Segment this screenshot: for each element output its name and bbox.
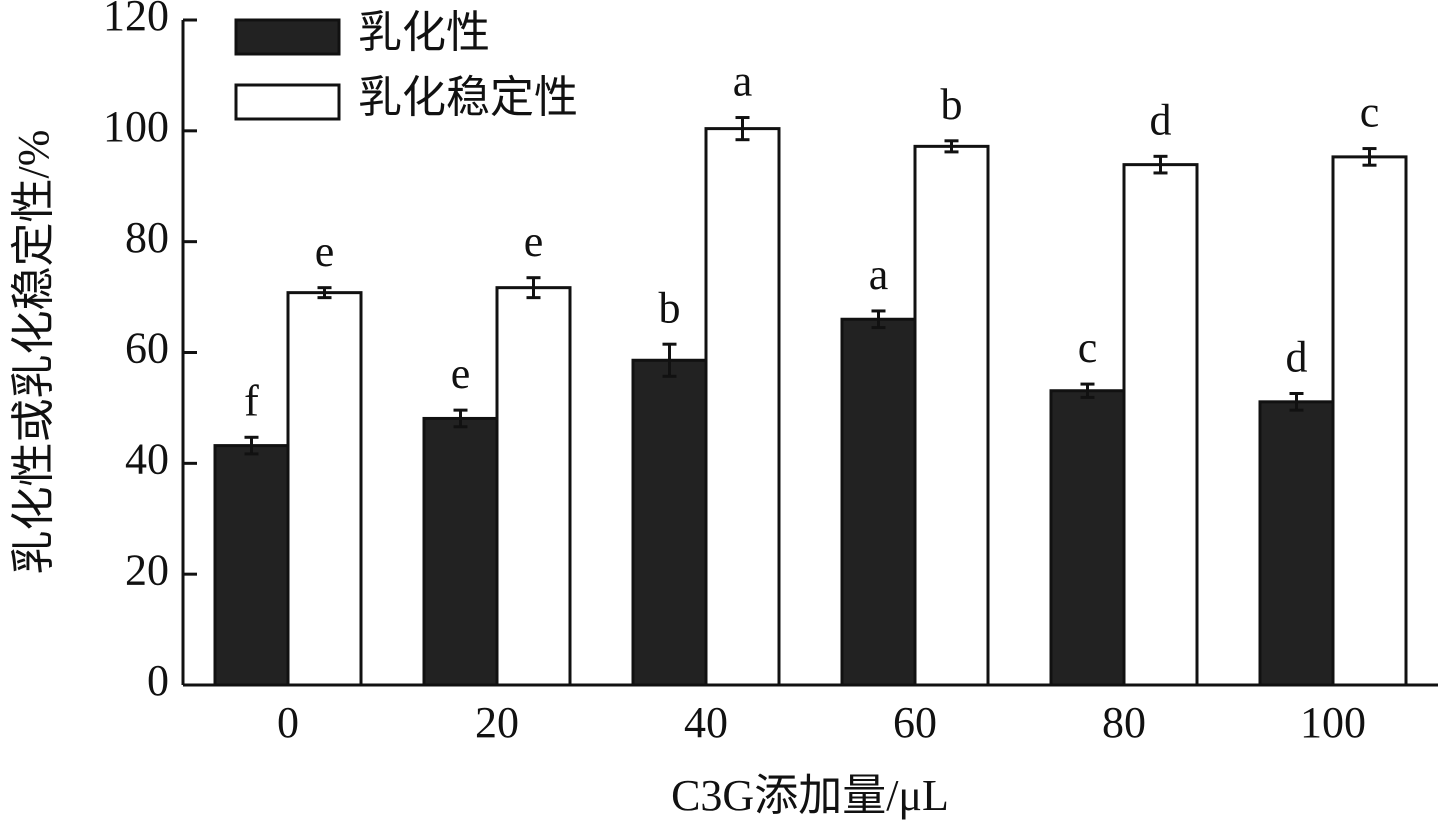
bar	[1258, 400, 1335, 687]
error-bar	[944, 139, 959, 154]
error-bar	[1080, 382, 1095, 399]
y-tick-label: 80	[125, 213, 169, 262]
bar	[495, 286, 572, 687]
x-tick-label: 0	[277, 698, 299, 747]
y-tick-label: 40	[125, 434, 169, 483]
significance-letter: d	[1286, 333, 1308, 382]
error-bar	[526, 276, 541, 300]
significance-letter: f	[244, 376, 259, 425]
error-bar	[662, 342, 677, 378]
significance-letter: a	[733, 57, 753, 106]
error-bar	[1153, 154, 1168, 175]
bar	[1331, 155, 1408, 687]
error-bar	[244, 435, 259, 456]
bar	[213, 444, 290, 687]
significance-letter: c	[1078, 323, 1098, 372]
y-tick-label: 100	[103, 102, 169, 151]
legend-swatch	[234, 83, 341, 121]
y-tick-label: 0	[147, 656, 169, 705]
x-tick-label: 60	[893, 698, 937, 747]
y-tick-label: 120	[103, 0, 169, 40]
x-tick-label: 100	[1300, 698, 1366, 747]
significance-letter: e	[524, 217, 544, 266]
legend-swatch	[234, 18, 341, 56]
significance-letter: e	[315, 227, 335, 276]
significance-letter: e	[451, 349, 471, 398]
y-axis-title: 乳化性或乳化稳定性/%	[9, 130, 58, 575]
y-tick-label: 60	[125, 324, 169, 373]
bar	[286, 291, 363, 687]
error-bar	[1289, 392, 1304, 412]
legend-label: 乳化性	[358, 8, 490, 57]
y-tick-label: 20	[125, 545, 169, 594]
significance-letter: a	[869, 250, 889, 299]
significance-letter: d	[1150, 95, 1172, 144]
x-tick-label: 20	[475, 698, 519, 747]
significance-letter: b	[659, 283, 681, 332]
error-bar	[735, 116, 750, 142]
bar	[1049, 389, 1126, 687]
bar	[913, 144, 990, 687]
bar	[1122, 163, 1199, 687]
error-bar	[317, 286, 332, 300]
x-tick-label: 40	[684, 698, 728, 747]
x-tick-label: 80	[1102, 698, 1146, 747]
bar	[422, 416, 499, 687]
significance-letter: c	[1360, 88, 1380, 137]
significance-letter: b	[941, 80, 963, 129]
error-bar	[871, 309, 886, 330]
bar	[704, 127, 781, 687]
x-axis-title: C3G添加量/μL	[671, 771, 949, 820]
bar	[631, 358, 708, 687]
legend-label: 乳化稳定性	[358, 73, 578, 122]
error-bar	[453, 408, 468, 429]
bar	[840, 317, 917, 687]
error-bar	[1362, 147, 1377, 167]
